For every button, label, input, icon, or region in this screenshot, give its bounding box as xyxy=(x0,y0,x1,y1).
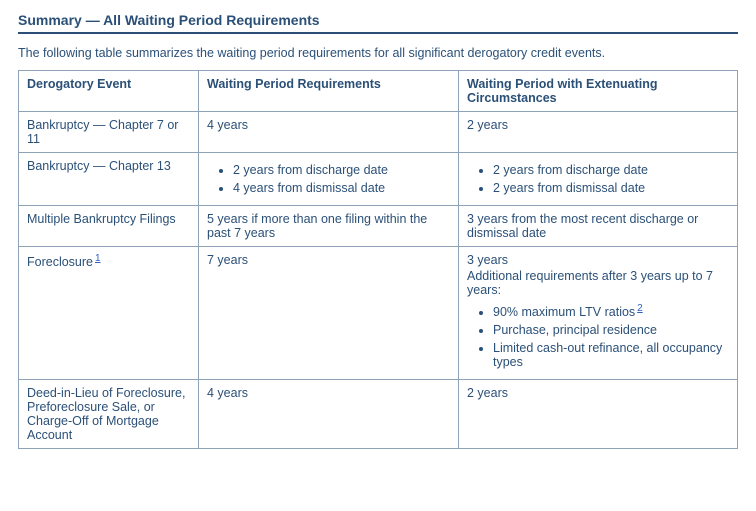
event-label: Foreclosure xyxy=(27,255,93,269)
table-row: Multiple Bankruptcy Filings 5 years if m… xyxy=(19,206,738,247)
cell-wait: 4 years xyxy=(199,112,459,153)
cell-wait: 7 years xyxy=(199,247,459,380)
cell-wait: 5 years if more than one filing within t… xyxy=(199,206,459,247)
list-item: Limited cash-out refinance, all occupanc… xyxy=(493,341,729,369)
cell-wait: 4 years xyxy=(199,380,459,449)
cell-event: Bankruptcy — Chapter 7 or 11 xyxy=(19,112,199,153)
ext-line: 3 years xyxy=(467,253,729,267)
waiting-period-table: Derogatory Event Waiting Period Requirem… xyxy=(18,70,738,449)
table-row: Foreclosure1 7 years 3 years Additional … xyxy=(19,247,738,380)
cell-event: Multiple Bankruptcy Filings xyxy=(19,206,199,247)
cell-wait: 2 years from discharge date 4 years from… xyxy=(199,153,459,206)
section-heading: Summary — All Waiting Period Requirement… xyxy=(18,12,738,34)
cell-ext: 2 years from discharge date 2 years from… xyxy=(459,153,738,206)
list-item: 90% maximum LTV ratios2 xyxy=(493,303,729,319)
table-header-row: Derogatory Event Waiting Period Requirem… xyxy=(19,71,738,112)
ext-line: Additional requirements after 3 years up… xyxy=(467,269,729,297)
cell-ext: 3 years from the most recent discharge o… xyxy=(459,206,738,247)
list-item: 2 years from dismissal date xyxy=(493,181,729,195)
list-item: 2 years from discharge date xyxy=(233,163,450,177)
cell-ext: 2 years xyxy=(459,112,738,153)
table-row: Bankruptcy — Chapter 7 or 11 4 years 2 y… xyxy=(19,112,738,153)
list-item: 2 years from discharge date xyxy=(493,163,729,177)
table-row: Deed-in-Lieu of Foreclosure, Preforeclos… xyxy=(19,380,738,449)
cell-event: Foreclosure1 xyxy=(19,247,199,380)
cell-event: Deed-in-Lieu of Foreclosure, Preforeclos… xyxy=(19,380,199,449)
list-item: Purchase, principal residence xyxy=(493,323,729,337)
footnote-ref[interactable]: 1 xyxy=(95,253,101,264)
cell-event: Bankruptcy — Chapter 13 xyxy=(19,153,199,206)
intro-text: The following table summarizes the waiti… xyxy=(18,46,738,60)
footnote-ref[interactable]: 2 xyxy=(637,303,643,314)
list-item-text: 90% maximum LTV ratios xyxy=(493,305,635,319)
col-header-event: Derogatory Event xyxy=(19,71,199,112)
cell-ext: 3 years Additional requirements after 3 … xyxy=(459,247,738,380)
col-header-wait: Waiting Period Requirements xyxy=(199,71,459,112)
col-header-ext: Waiting Period with Extenuating Circumst… xyxy=(459,71,738,112)
list-item: 4 years from dismissal date xyxy=(233,181,450,195)
table-row: Bankruptcy — Chapter 13 2 years from dis… xyxy=(19,153,738,206)
cell-ext: 2 years xyxy=(459,380,738,449)
